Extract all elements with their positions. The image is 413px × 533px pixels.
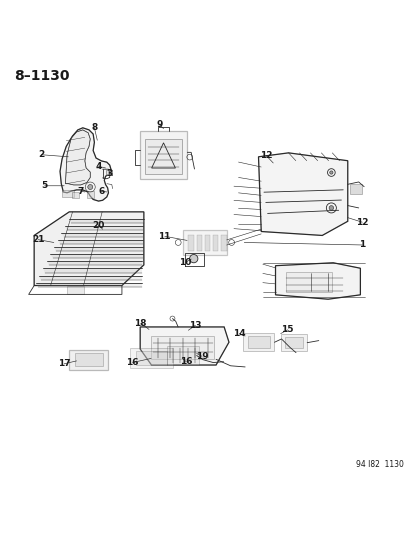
Polygon shape [275,263,359,299]
Circle shape [189,254,197,263]
Bar [204,235,210,251]
Circle shape [88,184,93,190]
Bar [72,192,79,198]
Bar [130,348,173,368]
Text: 2: 2 [38,150,45,159]
Text: 11: 11 [158,232,171,241]
Polygon shape [47,261,142,265]
Text: 5: 5 [41,181,48,190]
Bar [87,191,94,198]
Bar [62,190,74,197]
Bar [247,336,269,348]
Bar [135,351,167,365]
Text: 12: 12 [355,217,368,227]
Bar [349,184,361,194]
Bar [242,333,274,351]
Polygon shape [58,240,142,244]
Text: 18: 18 [134,319,147,328]
Polygon shape [69,219,143,223]
Bar [145,140,181,174]
Text: 20: 20 [92,221,104,230]
Bar [280,334,306,351]
Text: 12: 12 [259,151,272,160]
Text: 4: 4 [95,162,102,171]
Bar [151,336,214,359]
Circle shape [329,171,332,174]
Bar [140,131,187,179]
Text: 9: 9 [156,120,162,129]
Polygon shape [60,128,111,201]
Bar [67,286,83,294]
Text: 8: 8 [91,123,97,132]
Bar [285,272,332,292]
Text: 8–1130: 8–1130 [14,69,70,83]
Bar [167,346,198,365]
Bar [69,350,108,369]
Text: 1: 1 [358,240,365,249]
Text: 19: 19 [195,352,208,361]
Text: 17: 17 [58,359,70,368]
Text: 14: 14 [233,329,245,338]
Bar [75,353,103,366]
Polygon shape [140,327,228,365]
Polygon shape [39,276,142,280]
Text: 16: 16 [126,358,138,367]
Text: 6: 6 [98,187,104,196]
Polygon shape [34,212,144,286]
Bar [196,235,202,251]
Polygon shape [50,254,142,259]
Text: 15: 15 [281,325,293,334]
Bar [183,230,226,255]
Text: 10: 10 [179,258,191,267]
Bar [221,235,226,251]
Polygon shape [258,153,347,236]
Text: 94 I82  1130: 94 I82 1130 [355,459,403,469]
Text: 7: 7 [77,187,84,196]
Text: 21: 21 [32,235,44,244]
Text: 13: 13 [189,321,201,330]
Bar [105,169,112,175]
Polygon shape [54,247,142,251]
Polygon shape [65,226,143,230]
Text: 16: 16 [180,357,192,366]
Text: 3: 3 [106,169,113,178]
Circle shape [328,206,333,210]
Bar [213,235,218,251]
Polygon shape [36,282,141,287]
Polygon shape [65,130,90,185]
Bar [284,337,302,348]
Polygon shape [43,269,142,272]
Bar [188,235,193,251]
Polygon shape [62,233,143,237]
